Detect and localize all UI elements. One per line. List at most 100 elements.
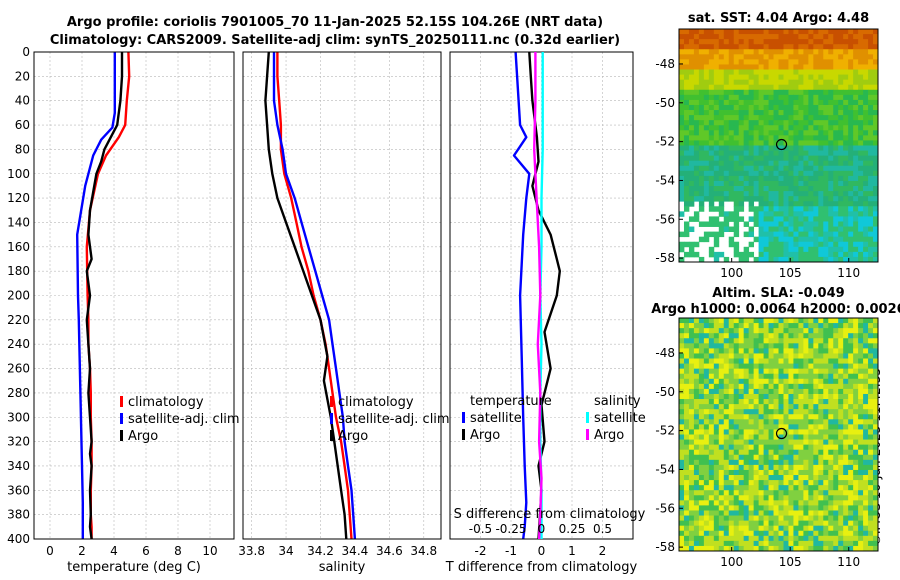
map-cell [783,211,789,217]
map-cell [808,439,814,446]
map-cell [828,29,834,35]
map-cell [793,540,799,547]
map-cell [753,545,760,551]
map-cell [813,393,819,400]
map-cell [848,388,854,395]
map-cell [788,145,794,151]
map-cell [858,246,864,253]
y-tick-label: 300 [7,410,30,424]
map-cell [708,348,715,354]
map-cell [788,353,794,359]
map-cell [773,186,779,192]
map-cell [828,206,834,212]
map-cell [793,180,799,187]
map-y-tick-label: -54 [655,462,675,476]
map-cell [783,338,789,344]
map-y-tick-label: -50 [655,385,675,399]
map-cell [868,44,874,50]
map-cell [748,348,755,354]
map-cell [758,175,764,182]
map-cell [683,343,690,349]
map-cell [688,39,695,45]
map-cell [873,328,878,334]
map-cell [723,485,730,491]
map-cell [679,54,685,60]
map-cell [823,191,829,197]
map-cell [743,89,750,96]
map-cell [723,348,730,354]
map-cell [848,29,854,35]
map-cell [728,160,735,167]
map-cell [768,535,774,542]
map-cell [863,54,869,60]
map-cell [818,510,824,516]
map-cell [679,520,685,527]
map-cell [853,459,859,466]
map-cell [688,104,695,111]
map-cell [763,404,769,410]
map-cell [703,323,710,329]
map-cell [828,160,834,167]
map-cell [703,39,710,45]
map-cell [783,216,789,222]
map-cell [783,110,789,116]
map-cell [778,140,784,146]
map-cell [838,404,844,410]
map-cell [758,500,764,506]
map-cell [818,170,824,177]
map-cell [863,79,869,86]
map-cell [823,256,829,262]
map-cell [808,99,814,106]
map-cell [679,378,685,385]
map-cell [693,74,700,81]
map-cell [679,79,685,86]
map-cell [683,191,690,197]
map-cell [873,439,878,446]
map-cell [798,165,804,172]
map-cell [688,404,695,410]
map-cell [828,373,834,380]
map-cell [763,393,769,400]
map-cell [728,373,735,380]
map-cell [723,500,730,506]
x-tick-label: 34.6 [376,544,403,558]
map-cell [818,323,824,329]
map-cell [798,399,804,405]
map-cell [813,318,819,324]
map-y-tick-label: -56 [655,212,675,226]
map-cell [828,44,834,50]
map-cell [728,454,735,461]
map-cell [858,363,864,370]
map-y-tick-label: -52 [655,424,675,438]
map-cell [773,540,779,547]
map-cell [793,226,799,233]
map-cell [743,74,750,81]
map-cell [863,110,869,116]
map-cell [773,318,779,324]
map-cell [743,44,750,50]
map-cell [863,236,869,243]
map-cell [853,74,859,81]
map-cell [728,216,735,222]
map-cell [753,333,760,339]
map-cell [753,469,760,476]
map-cell [708,399,715,405]
map-cell [873,409,878,415]
map-cell [858,120,864,126]
map-cell [768,29,774,35]
map-cell [693,54,700,60]
map-cell [723,368,730,375]
map-cell [823,485,829,491]
map-cell [763,368,769,375]
map-cell [813,79,819,86]
map-cell [873,424,878,430]
map-cell [778,525,784,532]
map-cell [718,480,725,486]
map-cell [718,34,725,40]
map-cell [823,145,829,151]
map-cell [773,444,779,451]
map-cell [773,464,779,471]
map-cell [679,490,685,496]
map-cell [803,170,809,177]
map-cell [738,368,745,375]
